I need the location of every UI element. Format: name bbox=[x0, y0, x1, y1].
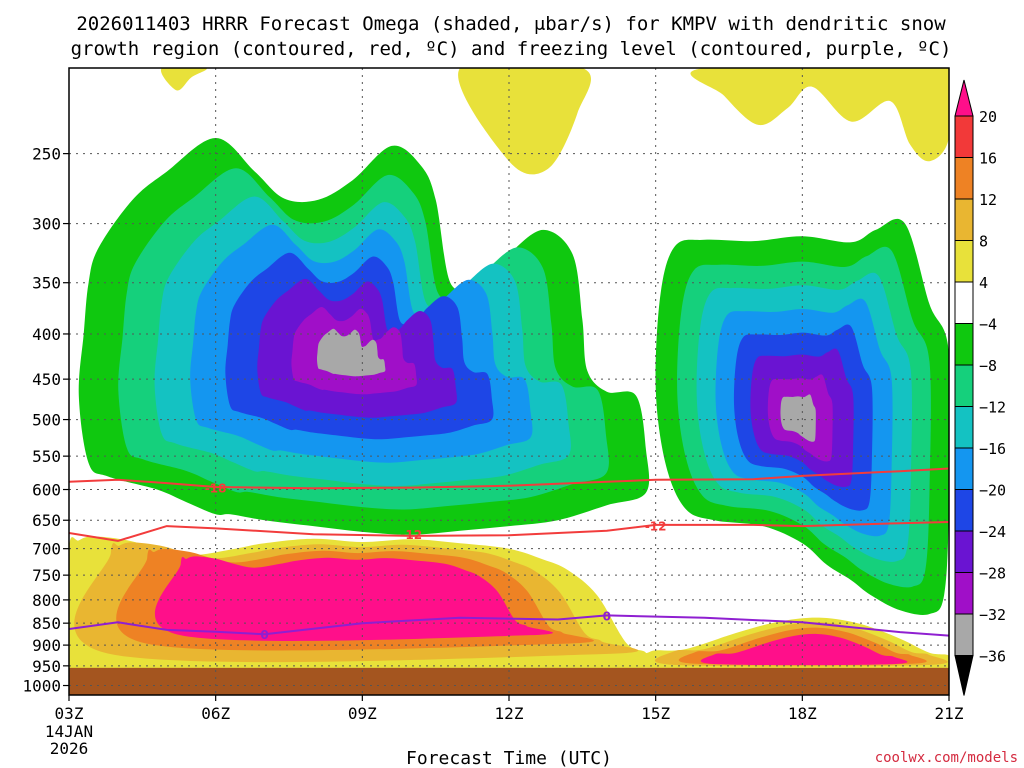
y-tick-label-850: 850 bbox=[32, 614, 61, 633]
colorbar-box-5 bbox=[954, 323, 974, 366]
upper-plume-2-band-0 bbox=[458, 68, 592, 175]
colorbar-box-11 bbox=[954, 572, 974, 615]
x-tick-label-03Z: 03Z bbox=[55, 704, 84, 723]
dgz-minus18-label: -18 bbox=[205, 482, 227, 496]
y-tick-label-750: 750 bbox=[32, 566, 61, 585]
freezing-level-0b-label: 0 bbox=[603, 609, 611, 623]
warm-low-blob-west-band-3 bbox=[154, 556, 553, 641]
colorbar-label-3: 8 bbox=[979, 233, 988, 251]
credit-link[interactable]: coolwx.com/models bbox=[875, 750, 1018, 766]
freezing-level-0-label: 0 bbox=[260, 628, 268, 642]
x-axis-ticks: 03Z 06Z 09Z 12Z 15Z 18Z 21Z bbox=[55, 695, 964, 723]
y-tick-label-650: 650 bbox=[32, 511, 61, 530]
colorbar-box-1 bbox=[954, 157, 974, 200]
colorbar-top-arrow bbox=[954, 79, 974, 117]
y-tick-label-250: 250 bbox=[32, 145, 61, 164]
y-tick-label-600: 600 bbox=[32, 481, 61, 500]
colorbar-box-2 bbox=[954, 198, 974, 241]
colorbar-label-6: −8 bbox=[979, 357, 997, 375]
y-tick-label-350: 350 bbox=[32, 274, 61, 293]
colorbar-label-11: −28 bbox=[979, 565, 1006, 583]
chart-title-line-2: growth region (contoured, red, ºC) and f… bbox=[71, 38, 952, 60]
colorbar-box-9 bbox=[954, 489, 974, 532]
colorbar-box-6 bbox=[954, 364, 974, 407]
y-tick-label-450: 450 bbox=[32, 370, 61, 389]
colorbar-bottom-arrow bbox=[954, 655, 974, 696]
y-tick-label-950: 950 bbox=[32, 657, 61, 676]
colorbar-label-7: −12 bbox=[979, 399, 1006, 417]
colorbar-box-10 bbox=[954, 530, 974, 573]
dgz-minus12-label: -12 bbox=[400, 528, 422, 542]
y-tick-label-500: 500 bbox=[32, 411, 61, 430]
colorbar-label-5: −4 bbox=[979, 316, 997, 334]
colorbar-label-13: −36 bbox=[979, 648, 1006, 666]
x-axis-label: Forecast Time (UTC) bbox=[406, 748, 612, 768]
y-tick-label-550: 550 bbox=[32, 447, 61, 466]
y-tick-label-300: 300 bbox=[32, 215, 61, 234]
y-axis-ticks: 250 300 350 400 450 500 550 600 650 700 750 800 850 9… bbox=[22, 145, 69, 696]
colorbar: 20 16 12 8 4 −4 −8 −12 −16 −20 −24 −28 −32 −36 bbox=[954, 79, 1006, 696]
colorbar-box-0 bbox=[954, 115, 974, 158]
colorbar-box-12 bbox=[954, 613, 974, 656]
chart-title-line-1: 2026011403 HRRR Forecast Omega (shaded, … bbox=[76, 13, 946, 35]
x-tick-label-15Z: 15Z bbox=[641, 704, 670, 723]
dgz-minus18-contour bbox=[69, 467, 949, 490]
upper-dryish-plume-1-band-0 bbox=[160, 68, 207, 91]
colorbar-label-9: −20 bbox=[979, 482, 1006, 500]
warm-low-blob-east-band-3 bbox=[700, 633, 908, 666]
colorbar-box-8 bbox=[954, 447, 974, 490]
colorbar-label-8: −16 bbox=[979, 440, 1006, 458]
lift-core-west-band-7 bbox=[316, 328, 386, 377]
x-tick-label-09Z: 09Z bbox=[348, 704, 377, 723]
colorbar-label-4: 4 bbox=[979, 274, 988, 292]
omega-shading-layer bbox=[69, 68, 949, 678]
y-tick-label-1000: 1000 bbox=[22, 677, 61, 696]
colorbar-label-12: −32 bbox=[979, 606, 1006, 624]
colorbar-label-2: 12 bbox=[979, 191, 997, 209]
colorbar-box-4 bbox=[954, 281, 974, 324]
x-tick-label-06Z: 06Z bbox=[201, 704, 230, 723]
x-tick-label-18Z: 18Z bbox=[788, 704, 817, 723]
x-tick-label-12Z: 12Z bbox=[495, 704, 524, 723]
y-tick-label-900: 900 bbox=[32, 636, 61, 655]
colorbar-label-1: 16 bbox=[979, 150, 997, 168]
x-tick-label-21Z: 21Z bbox=[935, 704, 964, 723]
y-tick-label-400: 400 bbox=[32, 325, 61, 344]
x-date-label-year: 2026 bbox=[50, 739, 89, 758]
colorbar-box-3 bbox=[954, 240, 974, 283]
colorbar-box-7 bbox=[954, 406, 974, 449]
dgz-minus12b-label: -12 bbox=[645, 520, 667, 534]
y-tick-label-700: 700 bbox=[32, 540, 61, 559]
freezing-level-0-contour bbox=[69, 614, 949, 637]
upper-plume-3-band-0 bbox=[690, 68, 949, 162]
ground-below-surface bbox=[69, 667, 949, 695]
y-tick-label-800: 800 bbox=[32, 591, 61, 610]
lift-core-east-band-7 bbox=[780, 394, 816, 442]
contour-layer: -18 -12 -12 0 0 bbox=[69, 467, 949, 642]
colorbar-label-0: 20 bbox=[979, 108, 997, 126]
dgz-minus12-contour bbox=[69, 521, 949, 542]
x-date-label-day: 14JAN bbox=[45, 722, 93, 741]
colorbar-label-10: −24 bbox=[979, 523, 1006, 541]
